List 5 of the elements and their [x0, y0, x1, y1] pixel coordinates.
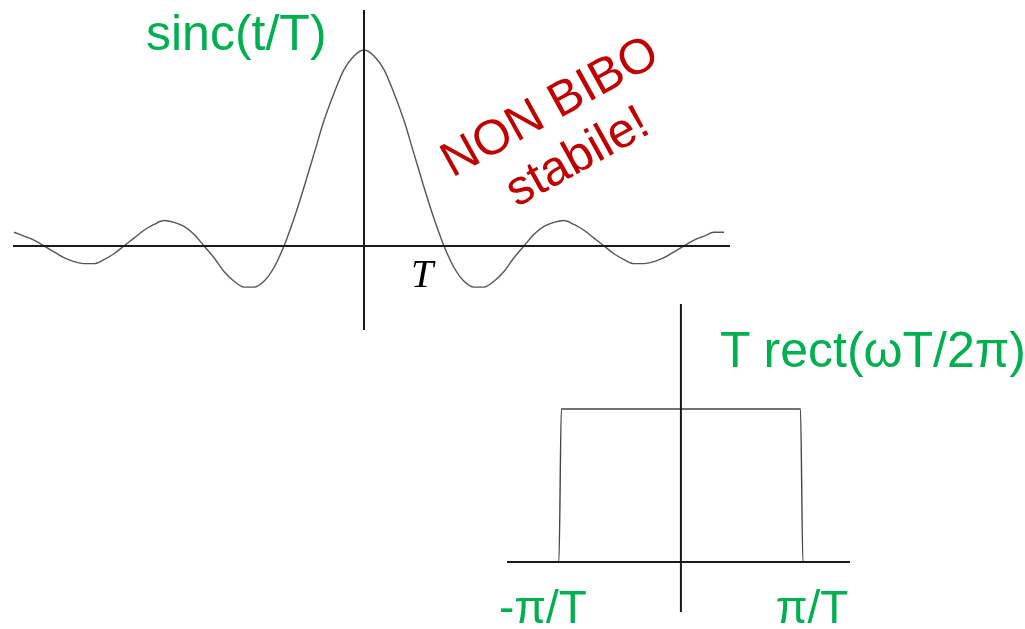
- text: π/T: [775, 581, 849, 629]
- text: -π/T: [499, 581, 587, 629]
- y-axis-title: T rect(ωT/2π): [720, 322, 1025, 378]
- annotation: T: [410, 251, 436, 296]
- y-axis-title: sinc(t/T): [146, 5, 327, 61]
